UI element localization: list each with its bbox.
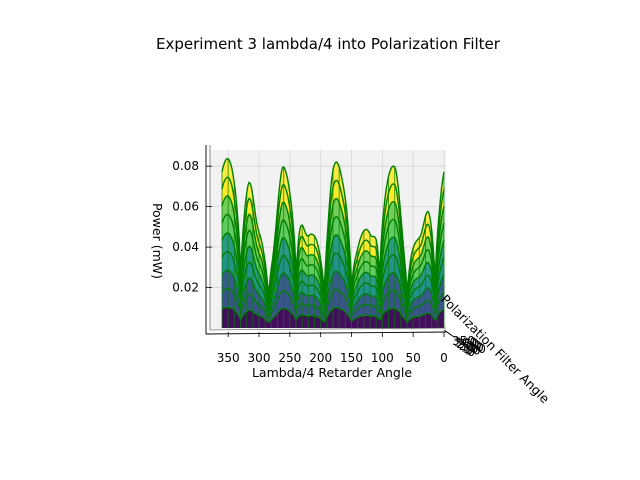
y-tick-label: 250 <box>456 337 479 351</box>
x-tick-label: 200 <box>309 351 332 365</box>
y-tick-mark <box>448 333 455 338</box>
y-tick-label: 300 <box>454 336 477 350</box>
x-axis-inner-line <box>209 327 447 331</box>
x-tick-label: 150 <box>340 351 363 365</box>
y-tick-label: 200 <box>459 339 482 353</box>
z-tick-label: 0.06 <box>172 200 199 214</box>
z-tick-label: 0.04 <box>172 240 199 254</box>
y-tick-label: 50 <box>465 344 480 358</box>
z-axis-label: Power (mW) <box>150 203 165 279</box>
z-tick-label: 0.02 <box>172 281 199 295</box>
x-tick-label: 0 <box>440 351 448 365</box>
x-tick-label: 250 <box>278 351 301 365</box>
axes <box>205 145 447 335</box>
x-tick-label: 350 <box>217 351 240 365</box>
z-tick-label: 0.08 <box>172 159 199 173</box>
chart-title: Experiment 3 lambda/4 into Polarization … <box>156 35 501 53</box>
surface-plot <box>221 157 445 328</box>
y-tick-label: 350 <box>452 334 475 348</box>
x-tick-label: 300 <box>248 351 271 365</box>
x-tick-label: 50 <box>406 351 421 365</box>
y-tick-label: 100 <box>463 342 486 356</box>
x-axis-label: Lambda/4 Retarder Angle <box>252 365 412 380</box>
z-axis-ticks: 0.02 0.04 0.06 0.08 <box>172 159 212 295</box>
x-axis-ticks: 350 300 250 200 150 100 50 0 <box>217 332 448 365</box>
y-tick-label: 150 <box>461 340 484 354</box>
y-tick-label: 0 <box>467 345 475 359</box>
x-axis-line <box>205 331 447 335</box>
x-tick-label: 100 <box>371 351 394 365</box>
